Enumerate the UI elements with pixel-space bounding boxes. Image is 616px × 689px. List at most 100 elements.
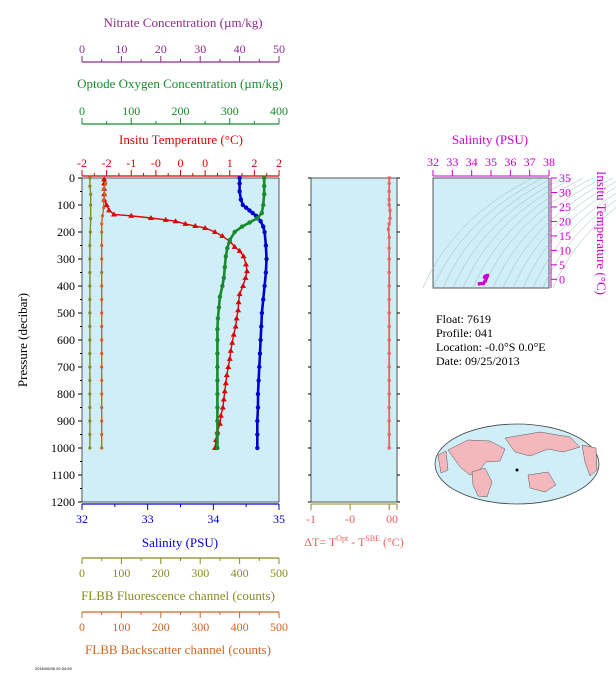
map-land-australia	[527, 471, 557, 493]
salinity-point	[261, 224, 266, 229]
temperature-tick-label: -2	[102, 156, 112, 170]
temperature-tick-label: -0	[151, 156, 161, 170]
fluorescence-point	[88, 184, 92, 188]
pressure-tick-label: 900	[57, 414, 75, 428]
fluorescence-point	[88, 419, 92, 423]
backscatter-point	[100, 243, 104, 248]
pressure-tick-label: 1200	[51, 495, 75, 509]
salinity-point	[258, 219, 263, 224]
backscatter-point	[104, 181, 108, 185]
pressure-axis: 0 100 200 300 400 500 600 700 800 900 1000 1100 1200	[51, 171, 82, 509]
temperature-point	[219, 404, 226, 410]
deltaT-point	[387, 405, 391, 410]
fluorescence-tick-label: 400	[231, 566, 249, 580]
fluorescence-point	[88, 405, 92, 410]
oxygen-point	[239, 224, 245, 229]
temperature-point	[233, 315, 240, 321]
oxygen-point	[215, 445, 220, 451]
oxygen-axis-title: Optode Oxygen Concentration (µm/kg)	[77, 76, 283, 91]
pressure-tick-label: 1100	[51, 468, 75, 482]
deltaT-point	[387, 257, 391, 261]
deltaT-point	[387, 392, 391, 396]
salinity-point	[263, 270, 269, 275]
deltaT-series	[386, 176, 392, 450]
temperature-point	[223, 372, 230, 378]
deltaT-point	[386, 227, 391, 231]
oxygen-tick-label: 400	[270, 104, 288, 118]
temperature-point	[232, 323, 239, 329]
temperature-tick-label: 1	[227, 156, 233, 170]
backscatter-point	[100, 311, 104, 315]
map-land-africa	[471, 467, 493, 498]
fluorescence-tick-label: 0	[79, 566, 85, 580]
temperature-point	[222, 380, 229, 386]
ts-point	[482, 275, 487, 280]
salinity-point	[255, 405, 261, 410]
oxygen-point	[215, 316, 221, 321]
ts-salinity-tick-label: 32	[427, 155, 439, 169]
deltaT-point	[388, 208, 392, 213]
deltaT-point	[387, 189, 391, 194]
oxygen-point	[220, 283, 225, 289]
bottom-axes: 32 33 34 35 0 100 200 300 400 500 0 100 200 300 400 500	[76, 503, 288, 634]
density-contour	[442, 177, 554, 289]
oxygen-point	[215, 327, 220, 332]
backscatter-point	[102, 198, 106, 202]
nitrate-tick-label: 50	[273, 42, 285, 56]
backscatter-tick-label: 300	[191, 620, 209, 634]
nitrate-tick-label: 20	[155, 42, 167, 56]
oxygen-point	[225, 246, 230, 251]
deltaT-point	[387, 365, 391, 369]
nitrate-tick-label: 0	[79, 42, 85, 56]
salinity-point	[250, 210, 255, 216]
deltaT-point	[387, 197, 391, 202]
backscatter-point	[100, 284, 104, 288]
nitrate-tick-label: 10	[115, 42, 127, 56]
deltaT-plot-area	[310, 177, 398, 503]
fluorescence-point	[88, 243, 92, 248]
deltaT-title-unit: (°C)	[380, 535, 404, 549]
fluorescence-point	[88, 351, 92, 356]
deltaT-point	[387, 181, 391, 186]
oxygen-tick-label: 0	[79, 104, 85, 118]
oxygen-point	[215, 337, 220, 343]
nitrate-axis-title: Nitrate Concentration (µm/kg)	[103, 15, 262, 30]
deltaT-axes: -1 -0 0 0	[306, 177, 400, 526]
salinity-tick-label: 34	[207, 512, 219, 526]
ts-point	[477, 282, 482, 286]
temperature-point	[236, 247, 243, 253]
oxygen-point	[215, 351, 220, 356]
ts-temperature-tick-label: 15	[559, 229, 571, 243]
temperature-point	[226, 355, 233, 361]
map-land-asia	[504, 431, 581, 457]
oxygen-point	[259, 210, 264, 216]
oxygen-point	[215, 432, 220, 437]
salinity-point	[237, 181, 242, 186]
ts-temperature-tick-label: 35	[559, 171, 571, 185]
temperature-tick-label: 2	[251, 156, 257, 170]
fluorescence-point	[88, 311, 92, 315]
salinity-point	[259, 324, 264, 329]
backscatter-tick-label: 500	[270, 620, 288, 634]
temperature-point	[235, 299, 242, 305]
pressure-tick-label: 500	[57, 306, 75, 320]
salinity-point	[255, 445, 260, 451]
backscatter-point	[100, 222, 104, 226]
deltaT-point	[387, 338, 391, 342]
deltaT-tick-label: 0	[386, 512, 392, 526]
pressure-tick-label: 700	[57, 360, 75, 374]
temperature-point	[240, 253, 247, 259]
temperature-point	[162, 216, 169, 222]
temperature-point	[101, 176, 108, 182]
fluorescence-tick-label: 500	[270, 566, 288, 580]
density-contour	[472, 177, 584, 289]
pressure-tick-label: 800	[57, 387, 75, 401]
temperature-point	[229, 339, 236, 345]
backscatter-point	[102, 187, 106, 191]
density-contour	[502, 177, 614, 289]
oxygen-tick-label: 100	[122, 104, 140, 118]
ts-salinity-tick-label: 36	[504, 155, 516, 169]
fluorescence-series-line	[89, 178, 92, 448]
location: Location: -0.0°S 0.0°E	[436, 340, 546, 354]
fluorescence-point	[88, 378, 92, 383]
